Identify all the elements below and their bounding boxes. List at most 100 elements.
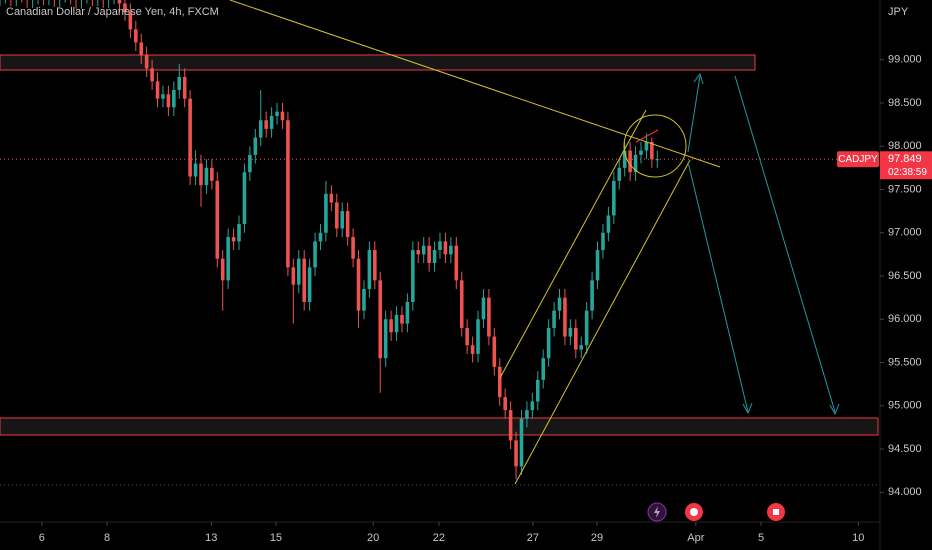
candle-body [264, 120, 268, 129]
arrow-up [687, 75, 701, 153]
resistance-zone [0, 54, 756, 71]
candle-body [454, 245, 459, 281]
candle-body [563, 297, 567, 337]
price-tag: CADJPY 97.849 02:38:59 [0, 151, 932, 180]
candle-body [519, 418, 524, 467]
candle-body [367, 250, 372, 289]
candle-body [481, 297, 486, 320]
candle-body [242, 172, 247, 225]
candle-body [134, 29, 138, 43]
arrow-head [693, 72, 704, 85]
x-tick-label: 13 [205, 532, 217, 544]
x-tick-label: 27 [527, 532, 539, 544]
arrow-down [687, 161, 749, 413]
candle-body [269, 115, 274, 129]
lightning [654, 506, 660, 518]
candle-body [421, 245, 426, 255]
candle-body [476, 319, 480, 354]
chart-title: Canadian Dollar / Japanese Yen, 4h, FXCM [6, 6, 219, 18]
candle-body [362, 288, 366, 311]
candle-body [383, 319, 388, 359]
y-tick-label: 98.000 [888, 140, 922, 152]
candle-body [139, 42, 144, 56]
candle-body [411, 250, 415, 302]
candle-body [318, 232, 323, 242]
candle-body [449, 245, 453, 255]
candle-body [655, 159, 660, 161]
candle-body [204, 167, 209, 186]
zones [0, 54, 879, 436]
x-tick-label: Apr [687, 532, 704, 544]
currency-label: JPY [888, 6, 909, 18]
candle-body [541, 358, 546, 380]
candle-body [193, 163, 198, 177]
candle-body [291, 267, 296, 285]
channel-upper [499, 109, 647, 379]
candle-body [307, 267, 312, 302]
candle-body [128, 12, 133, 30]
candle-body [302, 258, 306, 302]
candle-body [644, 141, 649, 151]
x-tick-label: 10 [852, 532, 864, 544]
candle-body [584, 310, 589, 346]
x-tick-label: 22 [433, 532, 445, 544]
candle-body [617, 167, 622, 181]
candle-body [497, 366, 502, 398]
candle-body [557, 297, 562, 311]
candle-body [324, 193, 328, 233]
candle-body [633, 154, 638, 173]
candle-body [296, 258, 301, 285]
candle-body [150, 68, 154, 82]
event-dot [773, 509, 779, 515]
candle-body [525, 410, 529, 419]
price-tag-value: 97.849 [888, 153, 922, 165]
y-tick-label: 96.500 [888, 270, 922, 282]
candle-body [275, 111, 279, 116]
event-dot [690, 508, 698, 516]
y-tick-label: 94.500 [888, 443, 922, 455]
candle-body [443, 241, 448, 255]
arrow-down [734, 75, 836, 413]
candle-body [389, 319, 393, 333]
price-tag-bg [880, 151, 932, 180]
candle-body [606, 215, 611, 233]
highlight-circle [623, 114, 687, 178]
candle-body [215, 180, 220, 259]
candle-body [356, 258, 361, 311]
candle-body [231, 237, 236, 242]
candle-body [628, 150, 632, 173]
candle-body [286, 120, 290, 268]
drawings [229, 0, 840, 485]
candle-body [378, 280, 383, 359]
trend-line [229, 0, 721, 168]
candle-body [595, 250, 600, 281]
y-tick-label: 95.000 [888, 400, 922, 412]
x-tick-label: 5 [758, 532, 764, 544]
candle-body [345, 211, 350, 238]
candle-body [329, 193, 334, 203]
candle-body [394, 314, 399, 333]
candle-body [546, 327, 551, 359]
candle-body [574, 327, 578, 350]
candle-body [590, 280, 594, 311]
candle-body [503, 397, 507, 411]
x-tick-label: 15 [270, 532, 282, 544]
candle-body [210, 167, 214, 181]
candles [0, 0, 660, 480]
y-tick-label: 95.500 [888, 356, 922, 368]
candle-body [334, 202, 339, 229]
y-tick-label: 98.500 [888, 97, 922, 109]
candle-body [161, 94, 165, 99]
candle-body [438, 241, 442, 251]
candle-body [432, 250, 437, 264]
candle-body [416, 250, 421, 255]
x-tick-label: 20 [367, 532, 379, 544]
candle-body [514, 440, 518, 467]
candle-body [470, 345, 475, 354]
symbol-tag-bg [837, 151, 879, 168]
candle-body [340, 211, 345, 229]
candle-body [172, 89, 176, 108]
candle-body [280, 111, 285, 121]
candle-body [405, 301, 410, 324]
